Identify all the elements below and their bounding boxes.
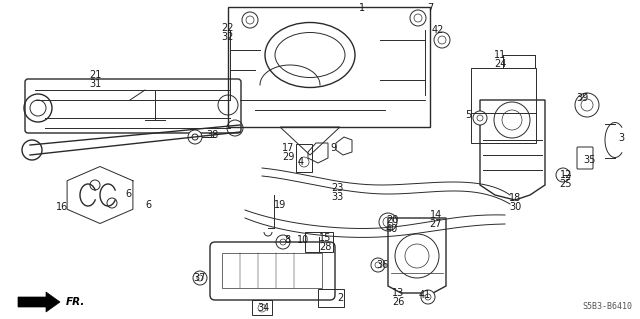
Bar <box>228 7 430 127</box>
Text: 16: 16 <box>56 202 68 212</box>
Circle shape <box>193 271 207 285</box>
Circle shape <box>276 235 290 249</box>
FancyBboxPatch shape <box>577 147 593 169</box>
Text: 30: 30 <box>509 202 521 212</box>
Circle shape <box>371 258 385 272</box>
Circle shape <box>188 130 202 144</box>
Text: 17: 17 <box>282 143 294 153</box>
Text: S5B3-B6410: S5B3-B6410 <box>582 302 632 311</box>
Bar <box>318 289 344 307</box>
Text: 6: 6 <box>145 200 151 210</box>
Text: 22: 22 <box>221 23 233 33</box>
Bar <box>222 253 322 288</box>
Text: 9: 9 <box>330 143 336 153</box>
Text: 33: 33 <box>331 192 343 202</box>
Text: 1: 1 <box>359 3 365 13</box>
Text: 38: 38 <box>206 130 218 140</box>
Circle shape <box>556 168 570 182</box>
Text: 42: 42 <box>432 25 444 35</box>
Text: FR.: FR. <box>66 297 85 307</box>
Bar <box>252 300 272 315</box>
Text: 23: 23 <box>331 183 343 193</box>
Text: 26: 26 <box>392 297 404 307</box>
Circle shape <box>421 290 435 304</box>
Text: 29: 29 <box>282 152 294 162</box>
Text: 19: 19 <box>274 200 286 210</box>
Text: 18: 18 <box>509 193 521 203</box>
Text: 15: 15 <box>319 233 331 243</box>
Text: 6: 6 <box>125 189 131 199</box>
Text: 31: 31 <box>89 79 101 89</box>
Text: 5: 5 <box>465 110 471 120</box>
Text: 41: 41 <box>419 290 431 300</box>
Polygon shape <box>18 292 60 312</box>
Text: 2: 2 <box>337 293 343 303</box>
Text: 10: 10 <box>297 235 309 245</box>
Text: 4: 4 <box>298 157 304 167</box>
Text: 27: 27 <box>429 219 442 229</box>
Text: 36: 36 <box>376 260 388 270</box>
Text: 32: 32 <box>221 32 233 42</box>
Text: 34: 34 <box>257 303 269 313</box>
Text: 28: 28 <box>319 242 331 252</box>
Text: 35: 35 <box>584 155 596 165</box>
Text: 12: 12 <box>560 170 572 180</box>
Bar <box>305 232 333 252</box>
Bar <box>296 144 312 172</box>
Text: 8: 8 <box>284 235 290 245</box>
Text: 7: 7 <box>427 3 433 13</box>
Text: 25: 25 <box>560 179 572 189</box>
Text: 11: 11 <box>494 50 506 60</box>
Text: 40: 40 <box>386 224 398 234</box>
Text: 14: 14 <box>430 210 442 220</box>
Text: 20: 20 <box>386 215 398 225</box>
Text: 37: 37 <box>194 273 206 283</box>
Text: 13: 13 <box>392 288 404 298</box>
Text: 39: 39 <box>576 93 588 103</box>
Bar <box>471 68 536 143</box>
Text: 21: 21 <box>89 70 101 80</box>
Text: 3: 3 <box>618 133 624 143</box>
Circle shape <box>473 111 487 125</box>
Text: 24: 24 <box>494 59 506 69</box>
